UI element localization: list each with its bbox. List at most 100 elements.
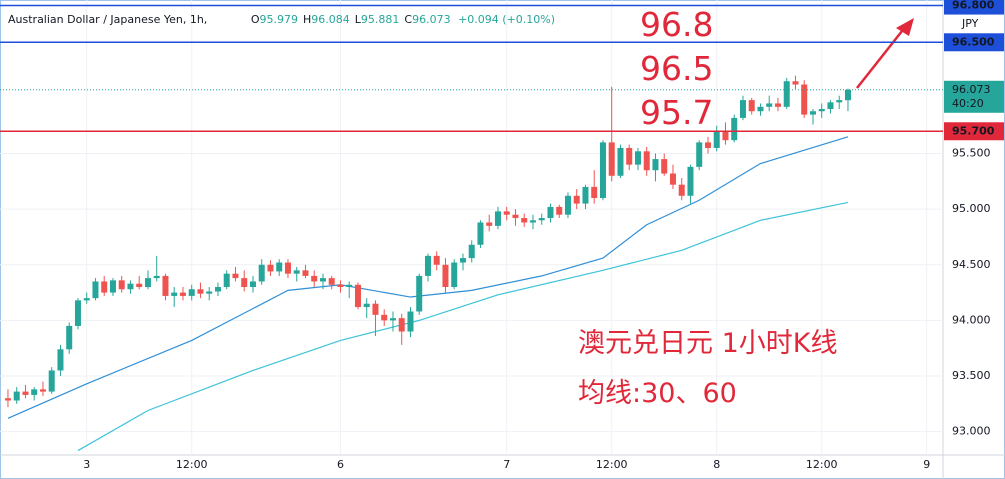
candle-body	[249, 281, 256, 288]
x-tick-label: 9	[923, 458, 930, 471]
x-tick-label: 7	[503, 458, 510, 471]
candle-body	[591, 186, 598, 199]
candle-body	[494, 211, 501, 226]
annotation: 96.5	[640, 49, 713, 88]
candle-body	[4, 398, 11, 401]
candle-body	[757, 106, 764, 112]
countdown: 40:20	[952, 97, 984, 110]
x-tick-label: 12:00	[806, 458, 838, 471]
candle-body	[179, 292, 186, 296]
candle-body	[582, 186, 589, 204]
arrow-head	[896, 18, 914, 36]
candle-body	[136, 283, 143, 288]
candle-body	[538, 218, 545, 221]
ohlc-key: H	[303, 13, 311, 26]
price-label: 95.700	[952, 124, 995, 137]
candle-body	[547, 206, 554, 219]
candle-body	[468, 244, 475, 259]
price-label-bg	[944, 33, 1004, 52]
candle-body	[704, 142, 711, 148]
currency: JPY	[961, 17, 979, 30]
candle-body	[39, 389, 46, 392]
candle-body	[424, 255, 431, 276]
candle-body	[171, 292, 178, 296]
y-tick-label: 94.000	[952, 313, 991, 326]
candle-body	[774, 103, 781, 107]
candle-body	[328, 278, 335, 285]
candle-body	[31, 389, 38, 395]
candle-body	[389, 318, 396, 321]
candle-body	[844, 89, 851, 101]
candle-body	[188, 289, 195, 296]
price-label-bg	[944, 122, 1004, 141]
candle-body	[783, 81, 790, 107]
ohlc-value: 95.881	[361, 13, 400, 26]
candle-body	[652, 159, 659, 171]
candle-body	[739, 100, 746, 118]
candle-body	[162, 275, 169, 296]
ohlc-value: 95.979	[259, 13, 298, 26]
candle-body	[512, 214, 519, 219]
candle-body	[398, 318, 405, 332]
last-price-label: 96.073	[952, 83, 991, 96]
moving-average	[77, 201, 849, 452]
candle-body	[13, 391, 20, 401]
candle-body	[713, 131, 720, 148]
change: +0.094 (+0.10%)	[458, 13, 555, 26]
candle-body	[258, 264, 265, 282]
annotation: 95.7	[640, 93, 713, 132]
candle-body	[92, 281, 99, 299]
candle-body	[503, 211, 510, 215]
last-price-bg	[944, 80, 1004, 113]
candle-body	[109, 280, 116, 293]
candle-body	[678, 184, 685, 196]
ohlc-key: C	[404, 13, 412, 26]
candle-body	[556, 206, 563, 215]
candle-body	[284, 262, 291, 274]
candle-body	[564, 195, 571, 215]
candle-body	[687, 166, 694, 196]
ohlc-key: L	[355, 13, 362, 26]
candle-body	[827, 102, 834, 110]
candle-body	[267, 264, 274, 272]
candle-body	[731, 117, 738, 141]
candle-body	[223, 273, 230, 288]
candle-body	[372, 303, 379, 315]
candle-body	[206, 291, 213, 294]
annotation: 均线:30、60	[578, 378, 737, 409]
candle-body	[407, 311, 414, 332]
x-tick-label: 8	[713, 458, 720, 471]
candle-body	[337, 284, 344, 288]
candle-body	[529, 220, 536, 223]
candle-body	[74, 300, 81, 326]
annotation: 96.8	[640, 5, 713, 44]
x-tick-label: 6	[337, 458, 344, 471]
x-tick-label: 12:00	[176, 458, 208, 471]
candle-body	[48, 370, 55, 392]
candle-body	[276, 262, 283, 272]
candle-body	[599, 142, 606, 199]
candle-body	[416, 275, 423, 312]
candle-body	[451, 262, 458, 288]
candle-body	[153, 275, 160, 279]
y-tick-label: 95.500	[952, 147, 991, 160]
candle-body	[792, 81, 799, 85]
candle-body	[634, 151, 641, 165]
x-tick-label: 3	[83, 458, 90, 471]
ohlc-legend: O95.979 H96.084 L95.881 C96.073	[251, 13, 451, 26]
candle-body	[626, 147, 633, 165]
moving-average	[7, 136, 849, 419]
ohlc-value: 96.084	[311, 13, 350, 26]
candle-body	[433, 255, 440, 265]
candle-body	[214, 287, 221, 292]
candle-body	[801, 84, 808, 115]
candle-body	[57, 349, 64, 371]
candle-body	[354, 284, 361, 308]
price-label: 96.800	[952, 0, 995, 12]
candle-body	[363, 303, 370, 308]
y-tick-label: 94.500	[952, 258, 991, 271]
candle-body	[101, 281, 108, 293]
candle-body	[486, 222, 493, 226]
candle-body	[617, 147, 624, 176]
